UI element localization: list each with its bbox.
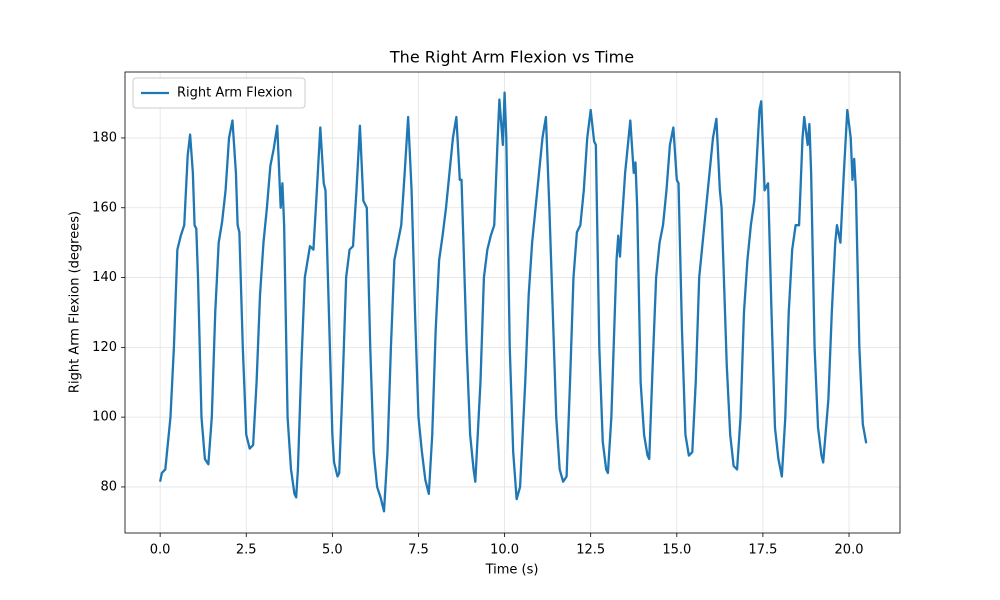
y-tick-label: 140	[92, 270, 117, 285]
x-tick-label: 10.0	[490, 543, 519, 558]
x-tick-label: 7.5	[408, 543, 429, 558]
x-tick-label: 15.0	[662, 543, 691, 558]
x-tick-label: 5.0	[322, 543, 343, 558]
y-tick-label: 120	[92, 340, 117, 355]
legend-box	[132, 77, 306, 109]
y-tick-label: 180	[92, 130, 117, 145]
plot-frame	[124, 71, 901, 534]
x-axis-label: Time (s)	[485, 563, 539, 578]
legend-label: Right Arm Flexion	[177, 86, 293, 101]
x-tick-label: 0.0	[150, 543, 171, 558]
y-axis-label: Right Arm Flexion (degrees)	[68, 211, 83, 393]
chart-title: The Right Arm Flexion vs Time	[389, 48, 634, 67]
y-tick-label: 160	[92, 200, 117, 215]
x-tick-label: 17.5	[748, 543, 777, 558]
y-tick-label: 100	[92, 410, 117, 425]
data-line	[159, 91, 868, 513]
x-tick-label: 2.5	[236, 543, 257, 558]
x-tick-label: 20.0	[835, 543, 864, 558]
y-tick-label: 80	[100, 479, 117, 494]
x-tick-label: 12.5	[576, 543, 605, 558]
